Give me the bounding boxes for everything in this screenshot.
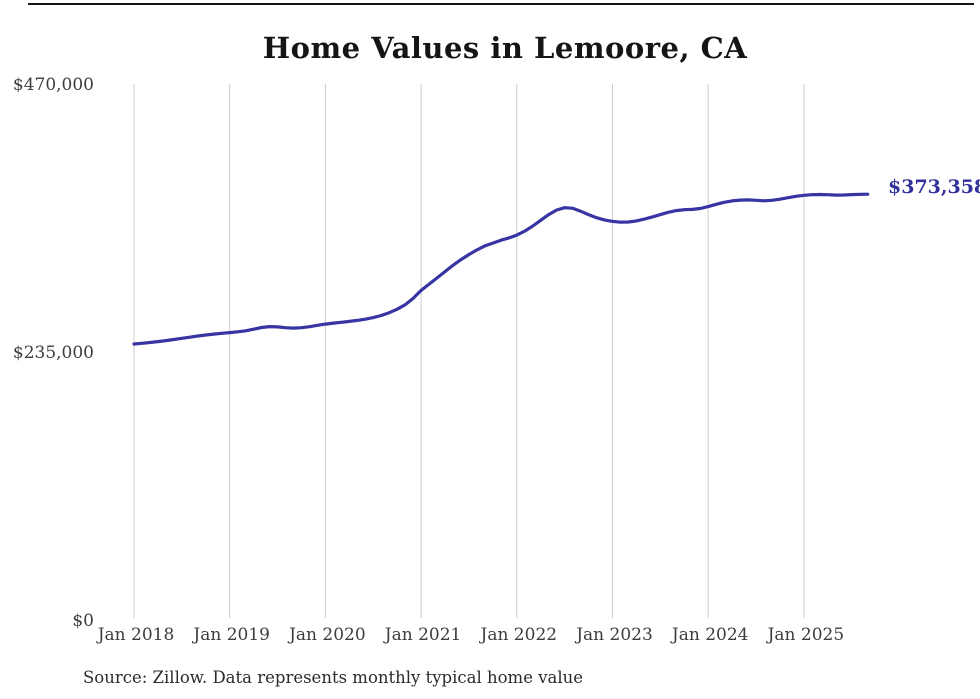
x-tick-label: Jan 2024	[671, 625, 749, 645]
y-tick-label: $0	[72, 611, 94, 631]
x-tick-label: Jan 2019	[193, 625, 270, 645]
x-tick-label: Jan 2025	[767, 625, 845, 645]
x-tick-label: Jan 2023	[576, 625, 653, 645]
x-tick-label: Jan 2020	[289, 625, 366, 645]
latest-value-label: $373,358	[888, 175, 980, 198]
x-tick-label: Jan 2018	[97, 625, 175, 645]
home-value-line	[132, 192, 870, 346]
x-tick-label: Jan 2022	[480, 625, 558, 645]
y-tick-label: $470,000	[12, 75, 94, 95]
chart-title: Home Values in Lemoore, CA	[262, 31, 748, 65]
top-border-line	[28, 3, 974, 5]
y-tick-label: $235,000	[12, 343, 94, 363]
x-tick-label: Jan 2021	[384, 625, 462, 645]
year-gridlines	[133, 84, 805, 618]
source-note: Source: Zillow. Data represents monthly …	[83, 668, 584, 687]
